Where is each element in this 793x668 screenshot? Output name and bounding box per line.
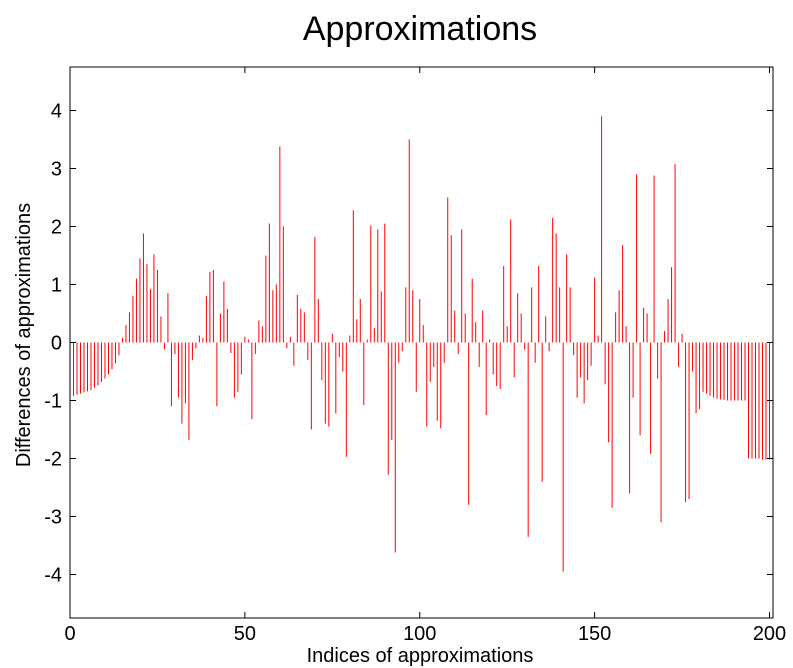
- x-tick-label: 150: [578, 623, 611, 645]
- y-axis-label: Differences of approximations: [13, 203, 35, 467]
- stem-series: [72, 116, 771, 572]
- x-tick-label: 100: [403, 623, 436, 645]
- y-tick-label: 1: [51, 275, 62, 297]
- y-tick-label: 0: [51, 333, 62, 355]
- y-tick-label: 4: [51, 101, 62, 123]
- x-tick-label: 0: [64, 623, 75, 645]
- x-axis-ticks: 0 50 100 150 200: [64, 67, 786, 645]
- chart-title: Approximations: [303, 10, 537, 48]
- x-tick-label: 50: [234, 623, 256, 645]
- y-tick-label: -4: [44, 565, 62, 587]
- y-tick-label: -1: [44, 391, 62, 413]
- y-tick-label: 2: [51, 217, 62, 239]
- y-axis-ticks: -4 -3 -2 -1 0 1 2 3 4: [44, 101, 773, 587]
- x-tick-label: 200: [753, 623, 786, 645]
- y-tick-label: -3: [44, 507, 62, 529]
- plot-area: -4 -3 -2 -1 0 1 2 3 4 0 50 100 150 200: [44, 66, 786, 645]
- y-tick-label: -2: [44, 449, 62, 471]
- axes-box: [69, 66, 774, 619]
- x-axis-label: Indices of approximations: [307, 645, 534, 667]
- y-tick-label: 3: [51, 159, 62, 181]
